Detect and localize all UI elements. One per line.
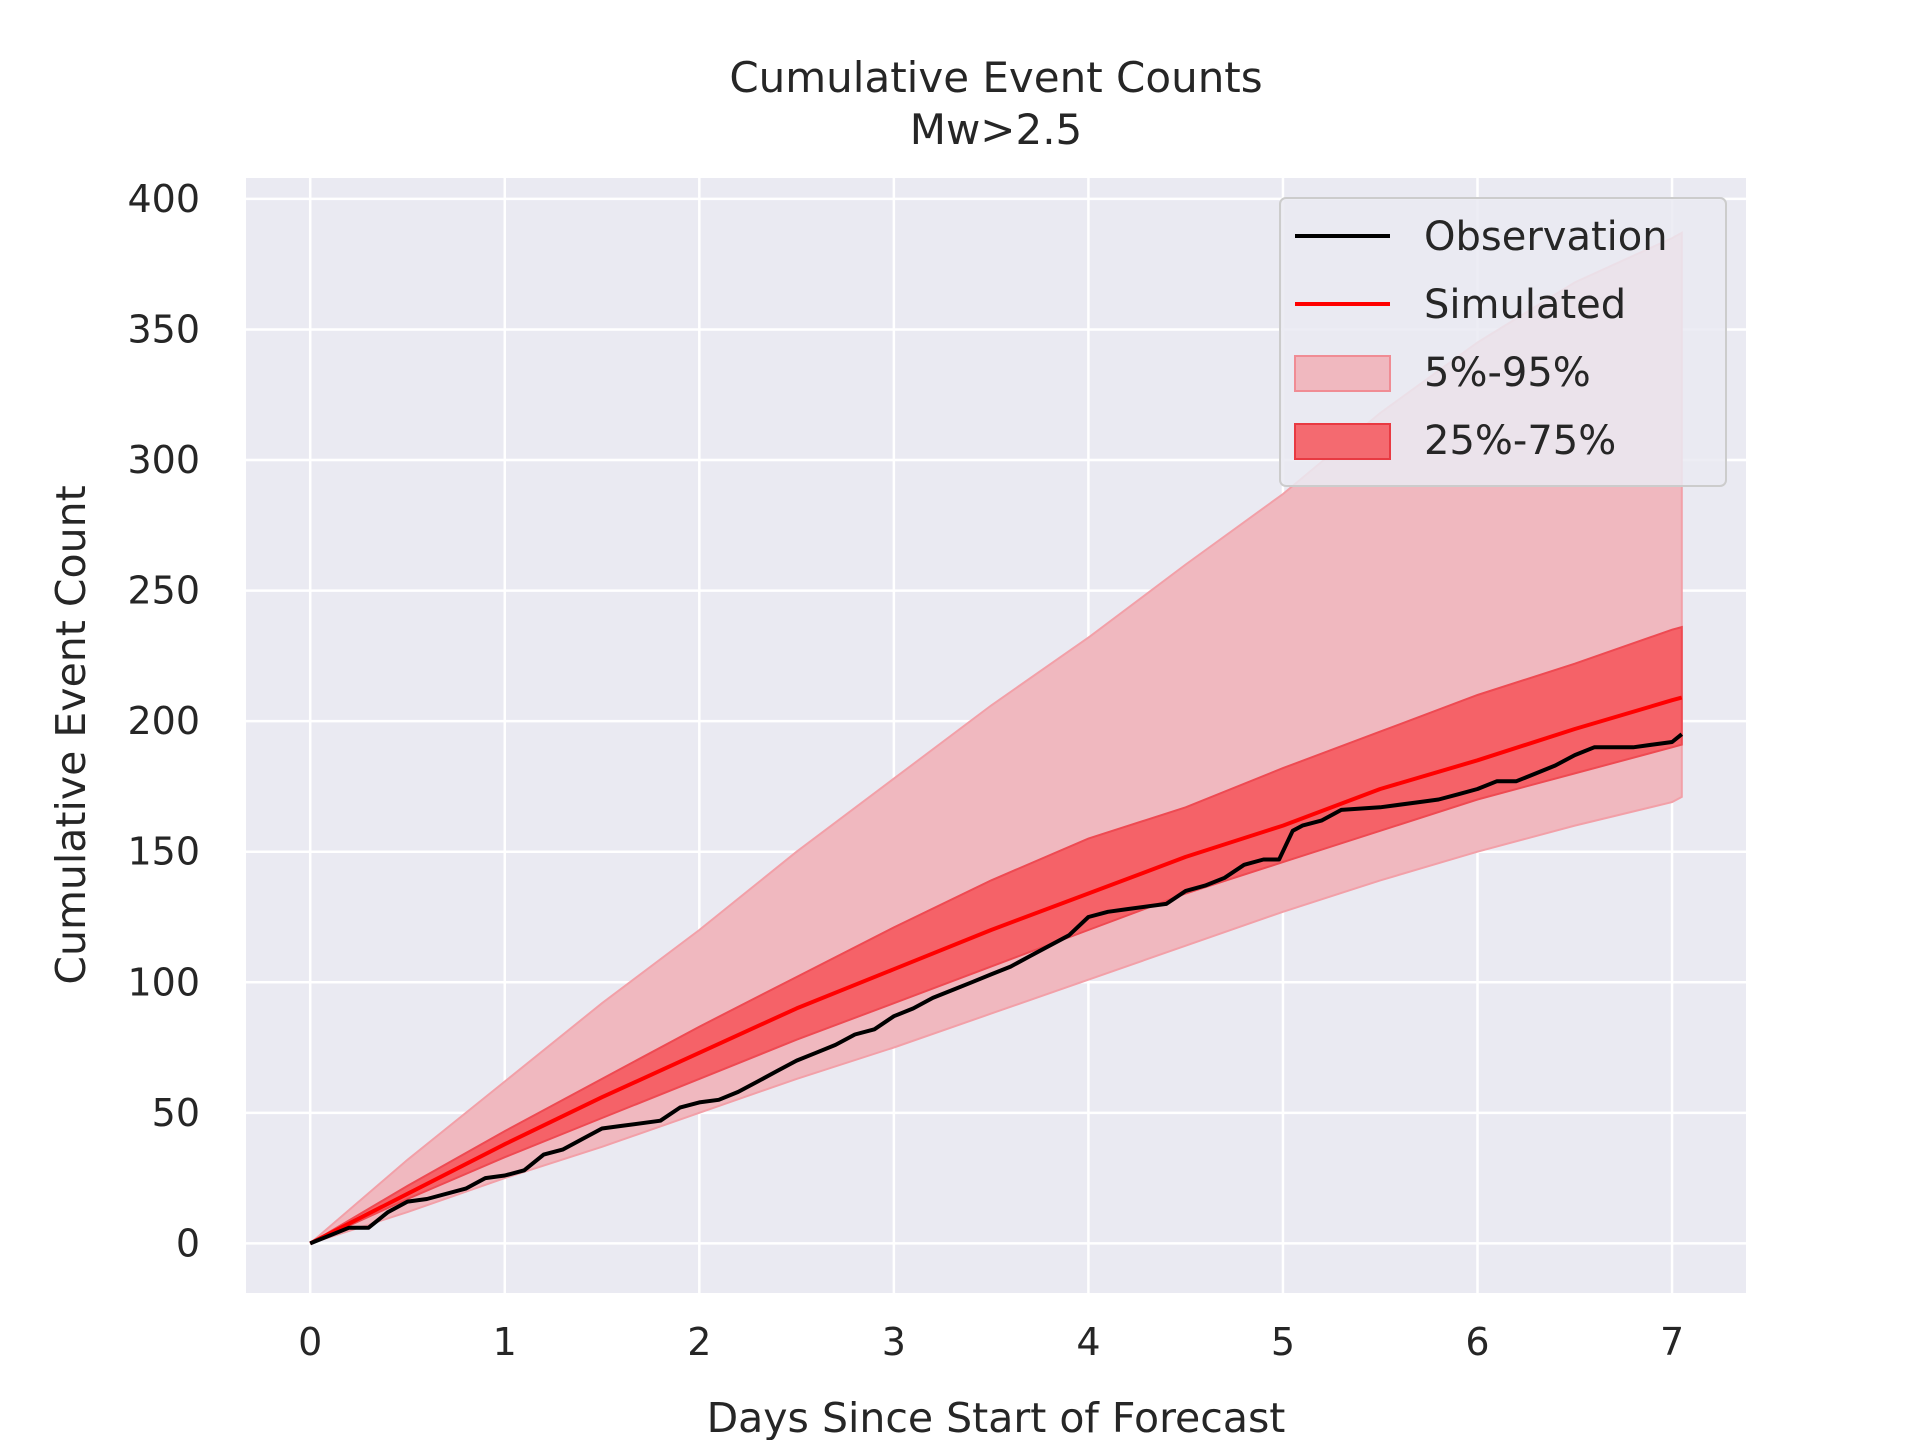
legend-swatch-25-75 xyxy=(1294,423,1391,460)
y-tick-label-150: 150 xyxy=(127,830,200,874)
x-tick-label-1: 1 xyxy=(493,1320,517,1364)
y-tick-label-400: 400 xyxy=(127,177,200,221)
y-tick-label-50: 50 xyxy=(152,1091,200,1135)
legend-label-observation: Observation xyxy=(1424,214,1668,260)
legend: Observation Simulated 5%-95% 25%-75% xyxy=(1279,197,1727,487)
legend-label-5-95: 5%-95% xyxy=(1424,350,1591,396)
x-tick-label-3: 3 xyxy=(882,1320,906,1364)
series-line-observation xyxy=(309,732,1684,1246)
y-tick-label-100: 100 xyxy=(127,960,200,1004)
x-tick-label-7: 7 xyxy=(1660,1320,1684,1364)
x-tick-labels: 0 1 2 3 4 5 6 7 xyxy=(298,1320,1684,1364)
legend-label-25-75: 25%-75% xyxy=(1424,418,1616,464)
x-tick-label-6: 6 xyxy=(1465,1320,1489,1364)
series-lines xyxy=(309,695,1684,1246)
band-25-75 xyxy=(309,625,1683,1245)
y-tick-label-300: 300 xyxy=(127,438,200,482)
legend-box xyxy=(1279,197,1727,487)
chart-subtitle: Mw>2.5 xyxy=(910,105,1083,154)
chart-title: Cumulative Event Counts xyxy=(729,53,1262,102)
y-tick-label-350: 350 xyxy=(127,307,200,351)
y-tick-label-250: 250 xyxy=(127,569,200,613)
y-tick-labels: 0 50 100 150 200 250 300 350 400 xyxy=(127,177,200,1265)
legend-label-simulated: Simulated xyxy=(1424,282,1626,328)
x-tick-label-4: 4 xyxy=(1076,1320,1100,1364)
y-axis-label: Cumulative Event Count xyxy=(47,485,95,984)
x-tick-label-2: 2 xyxy=(687,1320,711,1364)
series-line-simulated xyxy=(309,695,1683,1246)
y-tick-label-200: 200 xyxy=(127,699,200,743)
x-axis-label: Days Since Start of Forecast xyxy=(707,1394,1286,1440)
y-tick-label-0: 0 xyxy=(176,1221,200,1265)
legend-swatch-5-95 xyxy=(1294,355,1391,392)
x-tick-label-5: 5 xyxy=(1271,1320,1295,1364)
x-tick-label-0: 0 xyxy=(298,1320,322,1364)
